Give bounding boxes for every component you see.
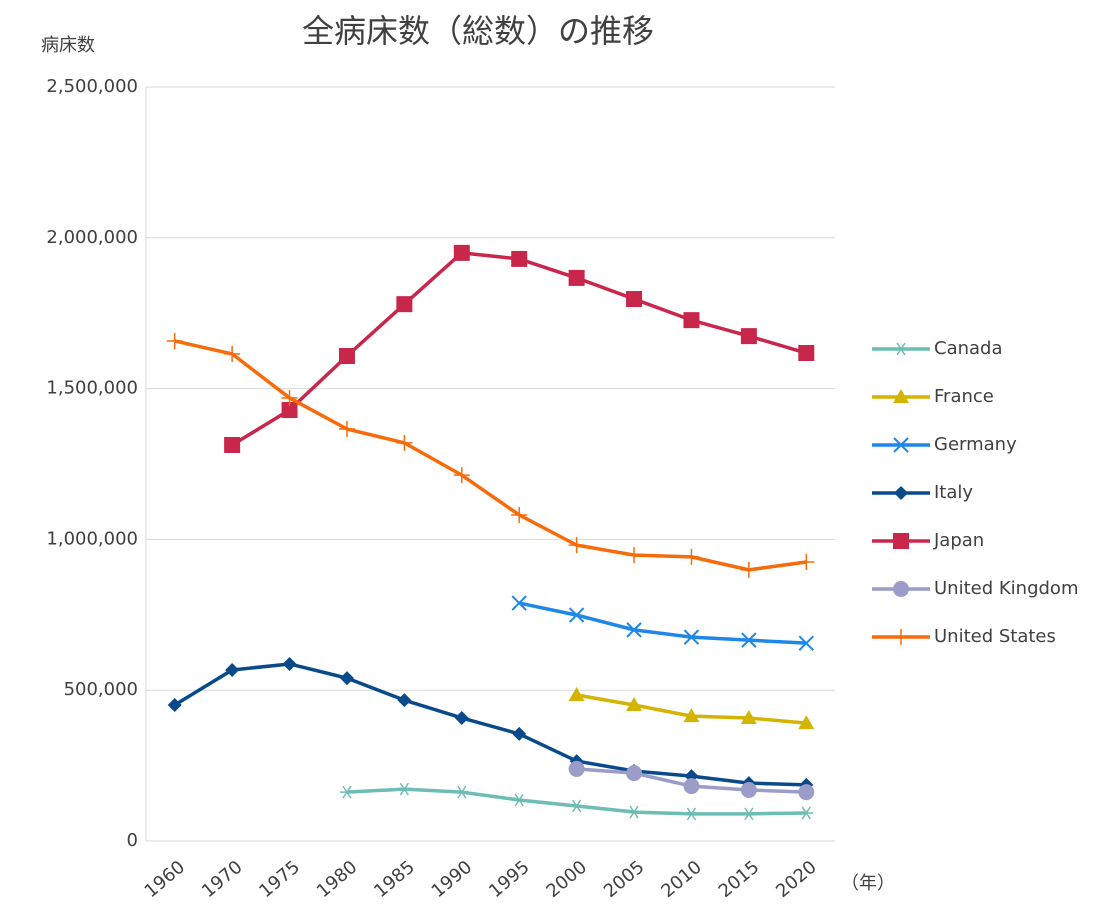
marker [798, 784, 815, 801]
legend-label: United Kingdom [934, 578, 1078, 599]
marker [224, 436, 241, 453]
marker [568, 269, 585, 286]
x-tick-label: 1980 [313, 857, 362, 903]
x-tick-label: 2005 [600, 857, 649, 903]
marker [798, 635, 814, 651]
x-tick-label: 1995 [485, 857, 534, 903]
y-tick-label: 2,500,000 [46, 76, 138, 97]
series-line [231, 251, 807, 447]
marker [684, 807, 699, 821]
legend-label: Japan [933, 530, 984, 551]
marker [683, 778, 700, 795]
marker [339, 671, 354, 686]
x-tick-label: 2010 [657, 857, 706, 903]
marker [798, 715, 815, 730]
x-tick-label: 1960 [141, 857, 190, 903]
marker [282, 656, 297, 671]
marker [568, 537, 585, 554]
marker [683, 708, 700, 723]
x-tick-label: 1990 [428, 857, 477, 903]
y-tick-label: 1,000,000 [46, 528, 138, 549]
marker [626, 547, 643, 564]
marker [741, 807, 756, 821]
marker [894, 486, 908, 500]
marker [626, 291, 643, 308]
marker [396, 296, 413, 313]
legend-label: France [934, 386, 994, 407]
marker [799, 806, 814, 820]
marker [626, 622, 642, 638]
marker [893, 533, 909, 549]
x-tick-label: 1970 [198, 857, 247, 903]
x-tick-label: 2000 [542, 857, 591, 903]
y-axis-label: 病床数 [41, 35, 95, 56]
y-tick-label: 1,500,000 [46, 378, 138, 399]
marker [740, 561, 757, 578]
y-tick-label: 0 [127, 830, 138, 851]
marker [338, 421, 355, 438]
marker [741, 632, 757, 648]
marker [569, 799, 584, 813]
marker [511, 595, 527, 611]
marker [512, 726, 527, 741]
series-line [173, 662, 807, 787]
marker [396, 434, 413, 451]
series-line [174, 339, 807, 572]
x-tick-label: 1985 [370, 857, 419, 903]
marker [225, 662, 240, 677]
marker [281, 389, 298, 406]
chart-title: 全病床数（総数）の推移 [302, 12, 654, 50]
marker [511, 250, 528, 267]
marker [627, 805, 642, 819]
series-line [346, 787, 807, 816]
x-tick-label: 2020 [772, 857, 821, 903]
marker [453, 467, 470, 484]
marker [893, 581, 909, 597]
x-axis-label: （年） [841, 873, 895, 894]
marker [167, 697, 182, 712]
marker [683, 629, 700, 645]
marker [626, 696, 643, 711]
marker [798, 345, 815, 362]
x-tick-label: 2015 [715, 857, 764, 903]
marker [397, 782, 412, 796]
legend-label: Italy [934, 482, 973, 503]
marker [568, 760, 585, 777]
marker [568, 607, 585, 623]
marker [683, 548, 700, 565]
series-line [518, 601, 807, 645]
y-tick-label: 500,000 [64, 679, 138, 700]
marker [683, 312, 700, 329]
marker [454, 710, 469, 725]
marker [454, 785, 469, 799]
marker [740, 709, 757, 724]
marker [339, 785, 354, 799]
y-tick-label: 2,000,000 [46, 227, 138, 248]
marker [626, 765, 643, 782]
marker [893, 629, 909, 645]
marker [893, 437, 909, 453]
marker [511, 506, 528, 523]
marker [224, 345, 241, 362]
legend-label: United States [934, 626, 1056, 647]
marker [512, 793, 527, 807]
marker [894, 342, 908, 356]
marker [166, 332, 183, 349]
marker [568, 687, 585, 702]
legend-label: Canada [934, 338, 1003, 359]
marker [893, 389, 909, 403]
legend-label: Germany [934, 434, 1017, 455]
x-tick-label: 1975 [255, 857, 304, 903]
marker [740, 328, 757, 345]
marker [798, 554, 815, 571]
marker [740, 782, 757, 799]
marker [453, 244, 470, 261]
marker [281, 402, 298, 419]
marker [338, 348, 355, 365]
marker [397, 693, 412, 708]
